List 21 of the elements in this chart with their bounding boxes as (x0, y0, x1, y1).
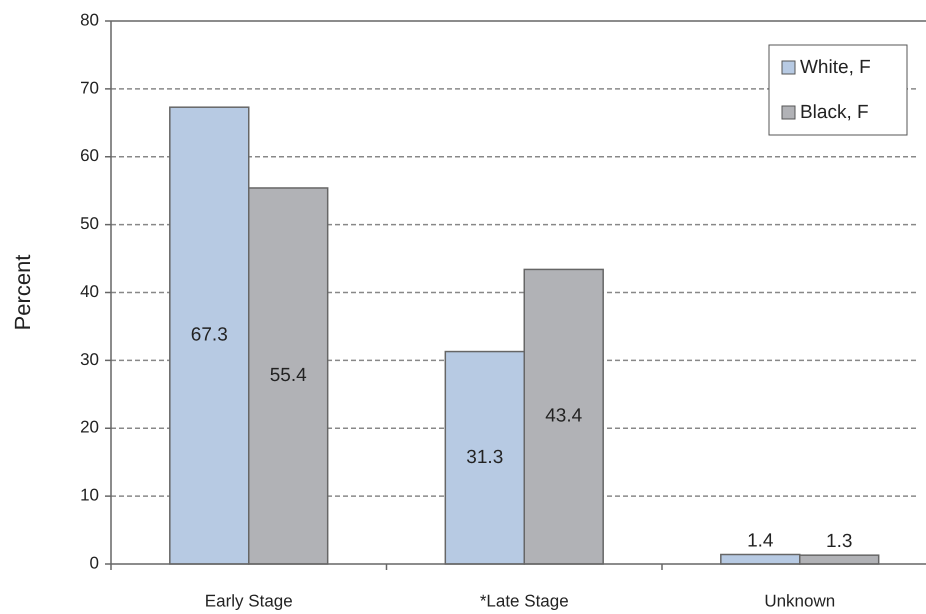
data-label: 1.3 (826, 531, 852, 552)
x-tick-label: Early Stage (204, 591, 293, 610)
x-tick-label: Unknown (764, 591, 836, 610)
y-tick-label: 60 (80, 146, 99, 166)
data-label: 1.4 (747, 530, 774, 552)
data-label: 55.4 (270, 365, 308, 386)
legend-label: White, F (800, 57, 871, 78)
y-tick-label: 0 (90, 553, 99, 572)
y-tick-label: 70 (80, 78, 99, 98)
data-label: 31.3 (466, 446, 504, 468)
y-tick-label: 10 (80, 486, 99, 505)
y-tick-label: 80 (80, 10, 99, 30)
legend-label: Black, F (800, 102, 869, 124)
data-label: 67.3 (190, 324, 228, 346)
y-tick-label: 30 (80, 350, 99, 369)
y-tick-label: 20 (80, 418, 99, 437)
x-tick-label: *Late Stage (480, 591, 569, 610)
data-label: 43.4 (545, 406, 583, 427)
y-tick-label: 50 (80, 214, 99, 234)
y-axis-title: Percent (10, 254, 35, 330)
y-tick-label: 40 (80, 282, 99, 301)
